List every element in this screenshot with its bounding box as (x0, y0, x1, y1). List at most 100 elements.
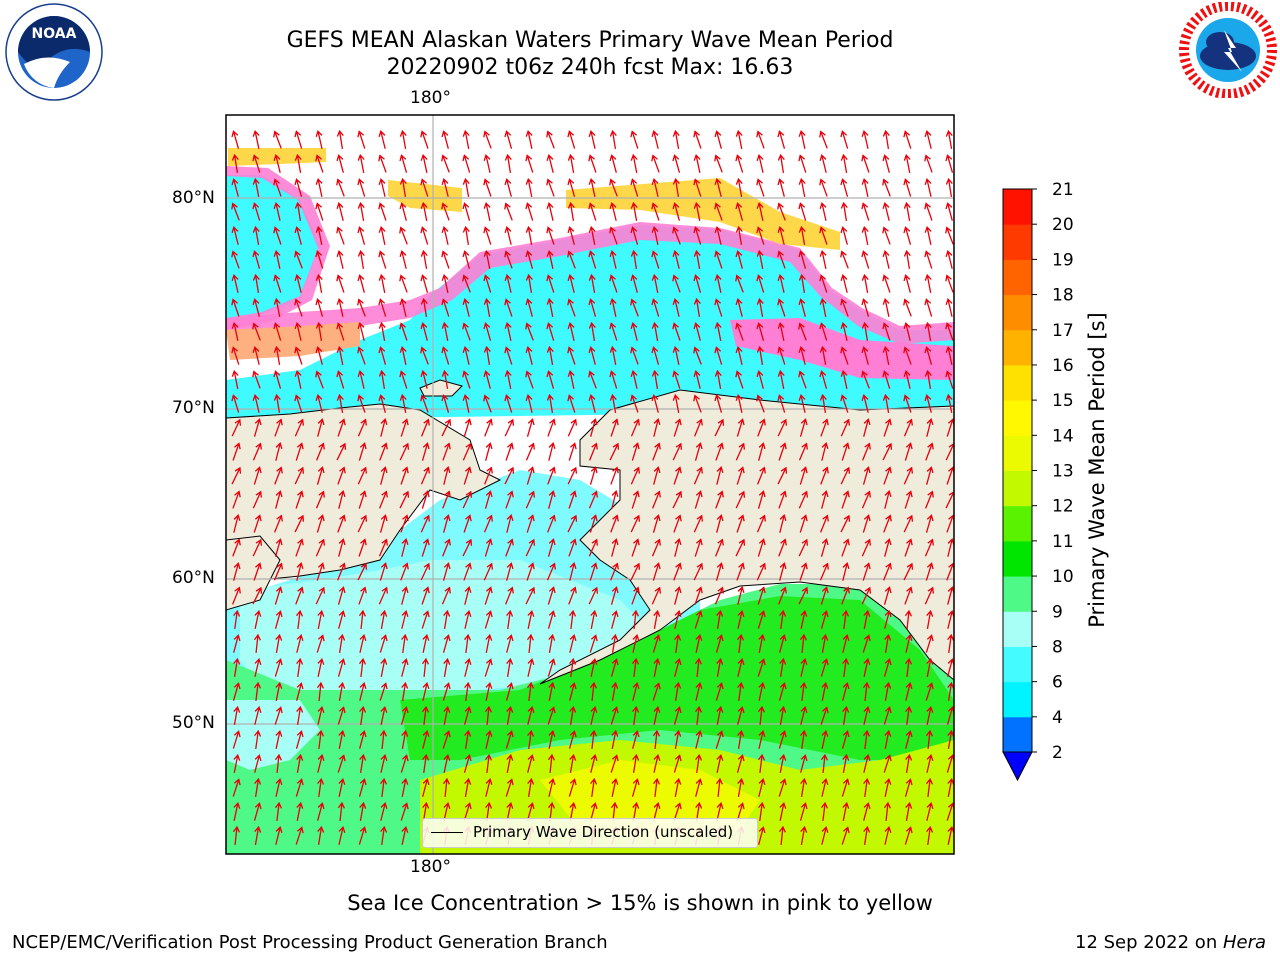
wave-arrow (254, 754, 262, 773)
wave-arrow (630, 514, 641, 533)
wave-arrow (525, 129, 533, 149)
wave-arrow (925, 729, 933, 750)
wave-arrow (588, 225, 596, 245)
wave-arrow (357, 226, 366, 245)
wave-arrow (904, 657, 913, 678)
wave-arrow (798, 393, 806, 413)
wave-arrow (777, 226, 785, 245)
wave-arrow (336, 226, 345, 245)
wave-arrow (777, 346, 786, 365)
wave-arrow (252, 346, 260, 365)
wave-arrow (777, 130, 786, 149)
wave-arrow (273, 178, 282, 197)
wave-arrow (233, 609, 241, 630)
wave-arrow (254, 609, 262, 629)
wave-arrow (714, 346, 723, 365)
wave-arrow (840, 201, 848, 221)
wave-arrow (903, 562, 914, 581)
wave-arrow (861, 225, 869, 245)
wave-arrow (337, 562, 346, 581)
wave-arrow (798, 225, 806, 245)
wave-arrow (484, 658, 493, 677)
colorbar-tick-label: 15 (1052, 391, 1074, 411)
wave-arrow (357, 274, 365, 293)
wave-arrow (757, 753, 766, 774)
wave-arrow (567, 274, 575, 293)
wave-arrow (421, 538, 430, 557)
wave-arrow (442, 682, 451, 701)
wave-arrow (737, 658, 745, 677)
wave-arrow (861, 129, 869, 149)
wave-arrow (526, 802, 535, 821)
wave-arrow (484, 466, 493, 485)
wave-arrow (735, 370, 744, 389)
wave-arrow (273, 322, 282, 341)
wave-arrow (588, 370, 597, 389)
wave-arrow (273, 274, 282, 293)
chart-title: GEFS MEAN Alaskan Waters Primary Wave Me… (286, 28, 894, 53)
wave-arrow (651, 177, 659, 197)
wave-arrow (819, 201, 827, 221)
wave-arrow (484, 490, 493, 509)
wave-arrow (316, 466, 325, 485)
wave-arrow (737, 681, 745, 702)
wave-arrow (945, 226, 954, 245)
wave-arrow (567, 178, 576, 197)
wave-arrow (338, 681, 346, 701)
wave-arrow (840, 321, 848, 341)
wave-arrow (357, 322, 365, 341)
wave-arrow (399, 490, 410, 509)
wave-arrow (463, 562, 472, 581)
wave-arrow (525, 250, 534, 269)
wave-arrow (232, 682, 241, 701)
wave-arrow (652, 729, 660, 750)
wave-arrow (589, 466, 598, 485)
wave-arrow (441, 321, 449, 341)
wave-arrow (525, 442, 535, 461)
wave-arrow (464, 586, 472, 605)
wave-arrow (233, 634, 241, 653)
wave-arrow (315, 177, 323, 197)
wave-arrow (672, 177, 680, 197)
wave-arrow (525, 346, 533, 365)
wave-arrow (231, 418, 242, 437)
wave-arrow (232, 586, 241, 605)
wave-arrow (527, 706, 535, 725)
wave-arrow (779, 514, 787, 533)
wave-arrow (673, 562, 682, 581)
wave-arrow (609, 226, 618, 245)
wave-arrow (903, 514, 914, 533)
wave-arrow (379, 777, 388, 798)
wave-arrow (882, 297, 890, 317)
wave-arrow (527, 609, 535, 629)
wave-arrow (925, 514, 934, 533)
wave-arrow (800, 657, 808, 677)
wave-arrow (777, 273, 785, 293)
wave-arrow (400, 562, 409, 581)
wave-arrow (609, 274, 618, 293)
wave-arrow (926, 753, 934, 773)
wave-arrow (652, 634, 661, 653)
wave-arrow (506, 562, 514, 581)
wave-arrow (590, 777, 598, 798)
wave-arrow (630, 178, 639, 197)
wave-arrow (525, 202, 534, 221)
wave-arrow (378, 202, 387, 221)
wave-arrow (588, 586, 599, 605)
sea-ice-band-2 (226, 222, 954, 344)
wave-arrow (589, 442, 598, 461)
nws-logo (1179, 2, 1277, 98)
wave-arrow (379, 729, 387, 750)
wave-arrow (525, 538, 536, 557)
wave-arrow (421, 705, 430, 726)
wave-arrow (651, 250, 660, 269)
wave-arrow (588, 202, 597, 221)
wave-arrow (735, 442, 746, 461)
colorbar-label: Primary Wave Mean Period [s] (1085, 312, 1109, 628)
wave-arrow (504, 418, 515, 437)
wave-arrow (798, 538, 809, 557)
wave-arrow (799, 418, 808, 437)
wave-arrow (233, 705, 241, 725)
wave-arrow (630, 226, 639, 245)
wave-arrow (316, 442, 325, 461)
